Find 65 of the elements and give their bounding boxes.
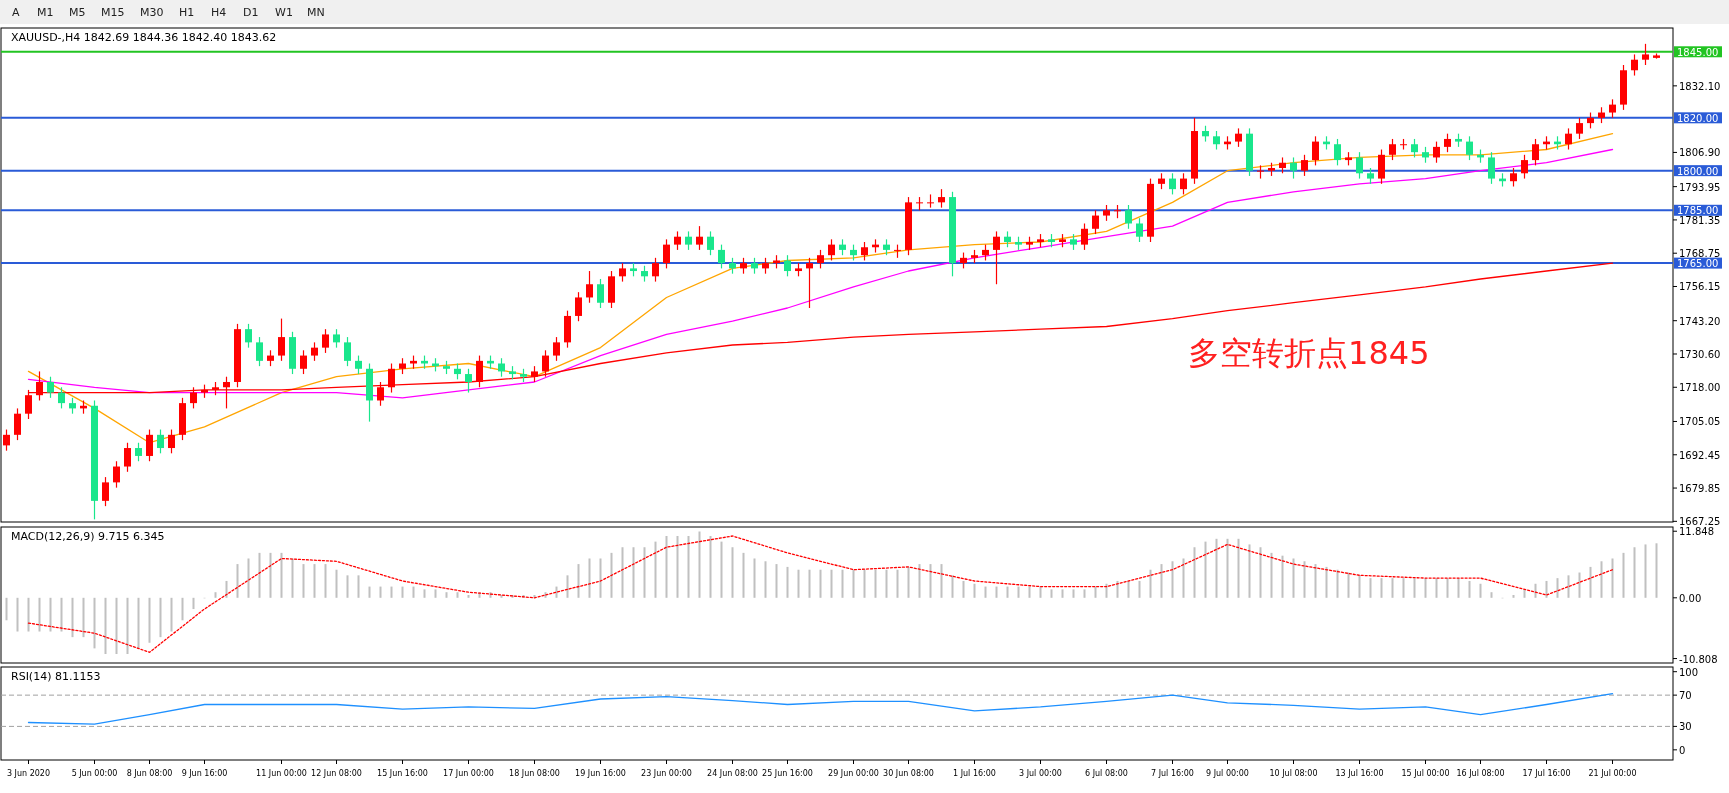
y-tick-label: 1667.25 — [1679, 516, 1721, 528]
x-tick-label: 3 Jun 2020 — [6, 769, 51, 778]
x-tick-label: 15 Jun 16:00 — [377, 769, 428, 778]
y-tick-label: -10.808 — [1679, 653, 1718, 665]
text: MN — [307, 6, 325, 19]
x-tick-label: 8 Jun 08:00 — [126, 769, 173, 778]
y-tick-label: 1679.85 — [1679, 483, 1721, 495]
y-tick-label: 70 — [1679, 690, 1692, 702]
y-tick-label: 0 — [1679, 744, 1686, 756]
x-tick-label: 7 Jul 16:00 — [1151, 769, 1194, 778]
x-tick-label: 12 Jun 08:00 — [311, 769, 362, 778]
x-tick-label: 23 Jun 00:00 — [641, 769, 692, 778]
y-tick-label: 30 — [1679, 721, 1692, 733]
x-tick-label: 18 Jun 08:00 — [509, 769, 560, 778]
ref-line-label: 1800.00 — [1677, 165, 1719, 177]
x-tick-label: 16 Jul 08:00 — [1456, 769, 1505, 778]
chart-title: XAUUSD-,H4 1842.69 1844.36 1842.40 1843.62 — [11, 31, 277, 44]
x-tick-label: 21 Jul 00:00 — [1588, 769, 1637, 778]
x-tick-label: 30 Jun 08:00 — [883, 769, 934, 778]
x-tick-label: 1 Jul 16:00 — [953, 769, 996, 778]
text: M15 — [101, 6, 125, 19]
text: H1 — [179, 6, 195, 19]
ref-line-label: 1765.00 — [1677, 258, 1719, 270]
x-tick-label: 9 Jul 00:00 — [1206, 769, 1249, 778]
text: A — [12, 6, 20, 19]
x-tick-label: 10 Jul 08:00 — [1269, 769, 1318, 778]
x-tick-label: 9 Jun 16:00 — [181, 769, 228, 778]
x-tick-label: 15 Jul 00:00 — [1401, 769, 1450, 778]
y-tick-label: 1705.05 — [1679, 416, 1721, 428]
text: H4 — [211, 6, 227, 19]
x-tick-label: 5 Jun 00:00 — [71, 769, 118, 778]
y-tick-label: 1756.15 — [1679, 281, 1721, 293]
x-tick-label: 11 Jun 00:00 — [256, 769, 307, 778]
y-tick-label: 1730.60 — [1679, 348, 1721, 360]
y-tick-label: 1692.45 — [1679, 449, 1721, 461]
annotation: 多空转折点1845 — [1188, 333, 1430, 372]
x-tick-label: 6 Jul 08:00 — [1085, 769, 1128, 778]
text: D1 — [243, 6, 259, 19]
y-tick-label: 1743.20 — [1679, 315, 1721, 327]
x-tick-label: 29 Jun 00:00 — [828, 769, 879, 778]
y-tick-label: 0.00 — [1679, 592, 1702, 604]
y-tick-label: 1781.35 — [1679, 214, 1721, 226]
chart-title: MACD(12,26,9) 9.715 6.345 — [11, 530, 165, 543]
x-tick-label: 19 Jun 16:00 — [575, 769, 626, 778]
y-tick-label: 1806.90 — [1679, 147, 1721, 159]
text: M5 — [69, 6, 86, 19]
y-tick-label: 1832.10 — [1679, 80, 1721, 92]
x-tick-label: 25 Jun 16:00 — [762, 769, 813, 778]
y-tick-label: 1718.00 — [1679, 382, 1721, 394]
text: M30 — [140, 6, 164, 19]
x-tick-label: 17 Jul 16:00 — [1522, 769, 1571, 778]
ref-line-label: 1820.00 — [1677, 112, 1719, 124]
text: M1 — [37, 6, 54, 19]
ref-line-label: 1785.00 — [1677, 205, 1719, 217]
y-tick-label: 100 — [1679, 666, 1699, 678]
text: W1 — [275, 6, 293, 19]
y-tick-label: 1768.75 — [1679, 248, 1721, 260]
y-tick-label: 1793.95 — [1679, 181, 1721, 193]
x-tick-label: 24 Jun 08:00 — [707, 769, 758, 778]
x-tick-label: 17 Jun 00:00 — [443, 769, 494, 778]
y-tick-label: 11.848 — [1679, 526, 1714, 538]
x-tick-label: 13 Jul 16:00 — [1335, 769, 1384, 778]
x-tick-label: 3 Jul 00:00 — [1019, 769, 1062, 778]
ref-line-label: 1845.00 — [1677, 46, 1719, 58]
chart-title: RSI(14) 81.1153 — [11, 670, 101, 683]
